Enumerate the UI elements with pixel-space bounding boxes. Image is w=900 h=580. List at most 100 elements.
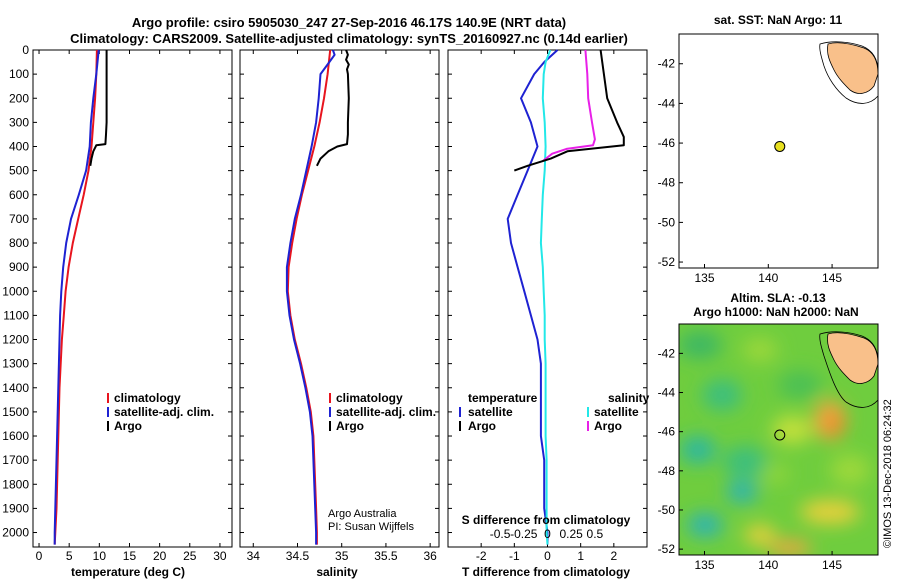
- temperature-climatology-line: [53, 49, 98, 545]
- legend-label: satellite-adj. clim.: [114, 405, 214, 419]
- depth-tick-label: 500: [9, 164, 29, 178]
- lon-tick-label: 145: [822, 558, 842, 572]
- sst-tasmania-land: [827, 42, 879, 94]
- temperature-panel: 0100200300400500600700800900100011001200…: [2, 43, 233, 579]
- sla-tasmania-land: [827, 332, 878, 384]
- sla-lon-tick-labels: 135 140 145: [694, 551, 842, 572]
- legend-label: Argo: [336, 419, 364, 433]
- s-difference-xlabel: S difference from climatology: [462, 513, 631, 527]
- x-tick-label: 2: [610, 549, 617, 563]
- sla-argo-location: [774, 429, 786, 441]
- sst-map-title: sat. SST: NaN Argo: 11: [714, 13, 843, 27]
- temperature-satellite-diff-line: [506, 49, 559, 545]
- legend-label: satellite: [594, 405, 639, 419]
- x-tick-label: -1: [509, 549, 520, 563]
- depth-tick-label: 900: [9, 260, 29, 274]
- salinity-panel: 34 34.5 35 35.5 36 salinity climatologysatel…: [239, 49, 440, 579]
- x-tick-label: 20: [153, 549, 167, 563]
- salinity-xlabel: salinity: [316, 565, 358, 579]
- side-stamp: ©IMOS 13-Dec-2018 06:24:32: [882, 399, 894, 548]
- depth-tick-label: 1600: [2, 429, 29, 443]
- depth-tick-label: 2000: [2, 526, 29, 540]
- lat-tick-label: -46: [658, 425, 676, 439]
- depth-tick-label: 700: [9, 212, 29, 226]
- x-tick-label: -2: [476, 549, 487, 563]
- sla-map-panel: Altim. SLA: -0.13 Argo h1000: NaN h2000:…: [658, 291, 879, 572]
- depth-tick-label: 300: [9, 115, 29, 129]
- sst-argo-location: [774, 140, 786, 152]
- salinity-axes-frame: [239, 49, 440, 548]
- lat-tick-label: -42: [658, 346, 676, 360]
- depth-tick-label: 1000: [2, 284, 29, 298]
- lat-tick-label: -50: [658, 215, 676, 229]
- depth-tick-label: 600: [9, 188, 29, 202]
- depth-tick-label: 1200: [2, 333, 29, 347]
- credit-line-2: PI: Susan Wijffels: [328, 521, 414, 533]
- lat-tick-label: -44: [658, 96, 676, 110]
- salinity-series: [240, 49, 439, 545]
- legend-label: Argo: [594, 419, 622, 433]
- x-tick-label: 10: [93, 549, 107, 563]
- x-tick-label: 35: [335, 549, 349, 563]
- lat-tick-label: -52: [658, 255, 676, 269]
- salinity-satellite-diff-line: [539, 49, 552, 545]
- x-tick-label: 0: [544, 549, 551, 563]
- legend-title: temperature: [468, 391, 538, 405]
- sla-lat-tick-labels: -42 -44 -46 -48 -50 -52: [658, 346, 683, 556]
- lat-tick-label: -48: [658, 464, 676, 478]
- argo-float-marker: [774, 140, 786, 152]
- legend-label: Argo: [114, 419, 142, 433]
- temperature-xlabel: temperature (deg C): [71, 565, 185, 579]
- x-tick-label: 15: [123, 549, 137, 563]
- sla-map-frame: [678, 323, 879, 556]
- legend-label: Argo: [468, 419, 496, 433]
- difference-panel: -2 -1 0 1 2 T difference from climatology S …: [447, 49, 650, 579]
- s-tick-label: -0.25: [510, 527, 538, 541]
- x-tick-label: 25: [183, 549, 197, 563]
- lat-tick-label: -46: [658, 136, 676, 150]
- temperature-satellite-line: [53, 49, 100, 545]
- argo-float-marker: [774, 429, 786, 441]
- lon-tick-label: 135: [694, 271, 714, 285]
- lon-tick-label: 140: [758, 271, 778, 285]
- salinity-argo-diff-line: [542, 49, 596, 162]
- legend-label: satellite: [468, 405, 513, 419]
- x-tick-label: 36: [423, 549, 437, 563]
- depth-tick-label: 1100: [3, 308, 29, 322]
- salinity-tick-labels: 34 34.5 35 35.5 36: [247, 50, 437, 563]
- lat-tick-label: -48: [658, 176, 676, 190]
- lat-tick-label: -44: [658, 386, 676, 400]
- temperature-argo-diff-line: [513, 49, 625, 172]
- depth-tick-labels: 0 100 200 300 400 500 600 700 800 900 1000 1100 1200…: [2, 43, 29, 540]
- x-tick-label: 1: [577, 549, 584, 563]
- sst-map-panel: sat. SST: NaN Argo: 11 -42 -44 -46 -48 -50 -5…: [658, 13, 879, 285]
- t-difference-xlabel: T difference from climatology: [462, 565, 630, 579]
- temperature-series: [33, 49, 232, 545]
- x-tick-label: 34.5: [286, 549, 310, 563]
- s-tick-label: 0.25: [560, 527, 584, 541]
- lon-tick-label: 145: [822, 271, 842, 285]
- salinity-satellite-line: [285, 49, 336, 545]
- credit-line-1: Argo Australia: [328, 508, 397, 520]
- depth-tick-label: 0: [22, 43, 29, 57]
- legend-label: climatology: [114, 391, 181, 405]
- depth-tick-label: 1500: [2, 405, 29, 419]
- difference-legend: temperature salinitysatelliteArgosatellit…: [459, 391, 650, 433]
- title-line-2: Climatology: CARS2009. Satellite-adjuste…: [70, 31, 628, 46]
- salinity-argo-line: [316, 49, 350, 167]
- lon-tick-label: 135: [694, 558, 714, 572]
- difference-tick-labels: -2 -1 0 1 2: [476, 50, 617, 563]
- lat-tick-label: -52: [658, 542, 676, 556]
- s-tick-label: 0.5: [587, 527, 604, 541]
- lon-tick-label: 140: [758, 558, 778, 572]
- lat-tick-label: -42: [658, 57, 676, 71]
- difference-series: [448, 49, 647, 545]
- lat-tick-label: -50: [658, 503, 676, 517]
- depth-tick-label: 1700: [2, 453, 29, 467]
- x-tick-label: 30: [213, 549, 227, 563]
- title-line-1: Argo profile: csiro 5905030_247 27-Sep-2…: [132, 15, 566, 30]
- x-tick-label: 34: [247, 549, 261, 563]
- sla-shelf-contour: [819, 331, 878, 408]
